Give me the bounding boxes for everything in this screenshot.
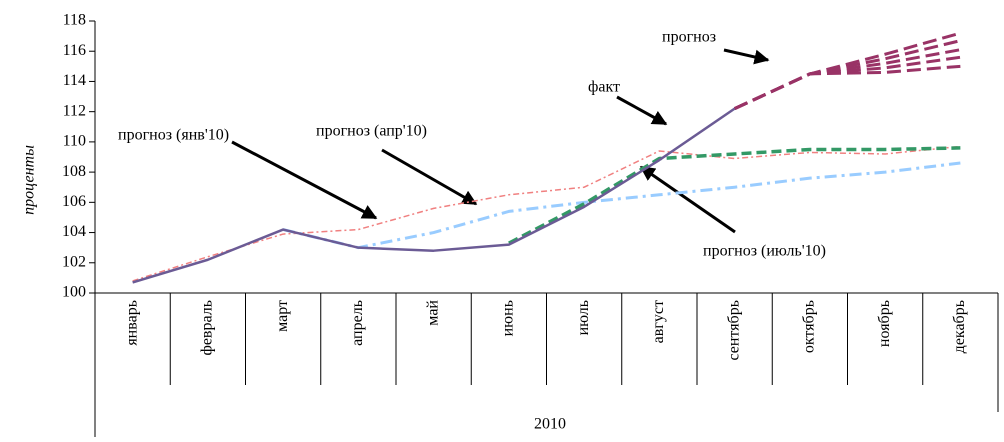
y-tick-label: 100 [62,284,86,301]
annotation: факт [588,79,620,96]
x-tick-label: январь [123,300,140,346]
y-tick-label: 114 [63,72,86,89]
y-tick-label: 108 [62,163,86,180]
x-tick-label: март [274,300,291,332]
x-tick-label: ноябрь [876,300,893,347]
x-tick-label: октябрь [801,300,818,353]
arrows [231,48,770,234]
y-tick-label: 104 [62,223,86,240]
series-line [132,107,736,284]
annotation: прогноз (янв'10) [118,127,229,144]
x-tick-label: июнь [500,300,517,336]
y-axis-label: проценты [21,145,38,215]
y-tick-label: 106 [62,193,86,210]
y-tick-label: 102 [62,253,86,270]
x-tick-label: июль [575,300,592,335]
x-tick-label: сентябрь [725,300,742,361]
y-tick-label: 116 [63,42,86,59]
x-tick-label: апрель [349,300,366,346]
series-line [733,48,961,111]
series-line [733,64,961,111]
y-tick-label: 118 [63,12,86,29]
y-tick-label: 110 [63,133,86,150]
x-tick-label: декабрь [951,300,968,353]
annotation: прогноз (апр'10) [316,123,427,140]
series-line [733,39,961,111]
series-line [282,161,961,250]
y-tick-label: 112 [63,102,86,119]
x-tick-label: февраль [199,300,216,356]
series-line [733,31,961,111]
annotation: прогноз [662,29,716,46]
x-tick-label: август [650,300,667,343]
annotation: прогноз (июль'10) [703,243,826,260]
series-line [508,146,961,245]
series-line [132,145,961,282]
x-group-label: 2010 [534,416,566,433]
x-tick-label: май [424,300,441,326]
